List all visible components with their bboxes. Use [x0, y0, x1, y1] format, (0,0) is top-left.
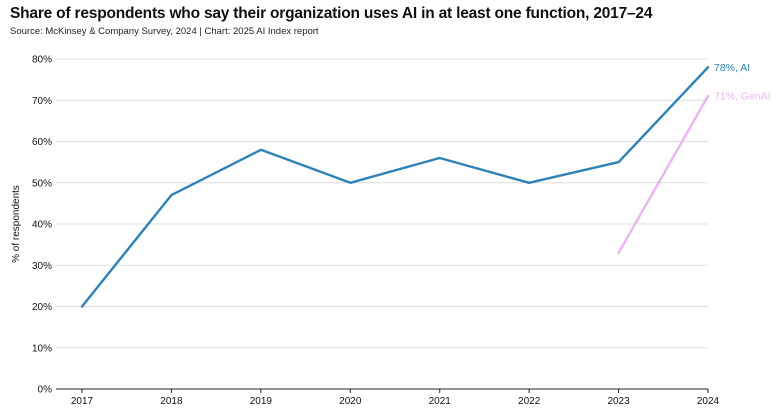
- y-tick-label: 80%: [32, 55, 52, 66]
- series-line-ai: [80, 66, 710, 308]
- x-tick-label: 2021: [429, 396, 452, 407]
- end-label-ai: 78%, AI: [714, 62, 750, 74]
- y-tick-label: 60%: [32, 137, 52, 148]
- y-tick-label: 10%: [32, 343, 52, 354]
- series-line-genai: [617, 94, 710, 255]
- series-lines: [80, 66, 710, 308]
- x-tick-labels: 2017 2018 2019 2020 2021 2022 2023 2024: [71, 389, 720, 407]
- y-axis-label: % of respondents: [11, 185, 22, 263]
- y-tick-label: 70%: [32, 96, 52, 107]
- x-tick-label: 2022: [518, 396, 541, 407]
- y-tick-label: 40%: [32, 220, 52, 231]
- chart-source: Source: McKinsey & Company Survey, 2024 …: [10, 26, 319, 37]
- y-tick-label: 30%: [32, 261, 52, 272]
- x-tick-label: 2017: [71, 396, 94, 407]
- y-tick-label: 20%: [32, 302, 52, 313]
- x-tick-label: 2023: [607, 396, 630, 407]
- y-tick-label: 0%: [38, 385, 53, 396]
- x-tick-label: 2020: [339, 396, 362, 407]
- y-tick-labels: 0% 10% 20% 30% 40% 50% 60% 70% 80%: [32, 55, 52, 396]
- series-end-labels: 78%, AI 71%, GenAI: [714, 62, 771, 103]
- gridlines: [56, 58, 708, 349]
- end-label-genai: 71%, GenAI: [714, 91, 771, 103]
- x-tick-label: 2024: [697, 396, 720, 407]
- x-tick-label: 2018: [160, 396, 183, 407]
- chart-title: Share of respondents who say their organ…: [10, 5, 653, 22]
- x-tick-label: 2019: [250, 396, 273, 407]
- y-tick-label: 50%: [32, 178, 52, 189]
